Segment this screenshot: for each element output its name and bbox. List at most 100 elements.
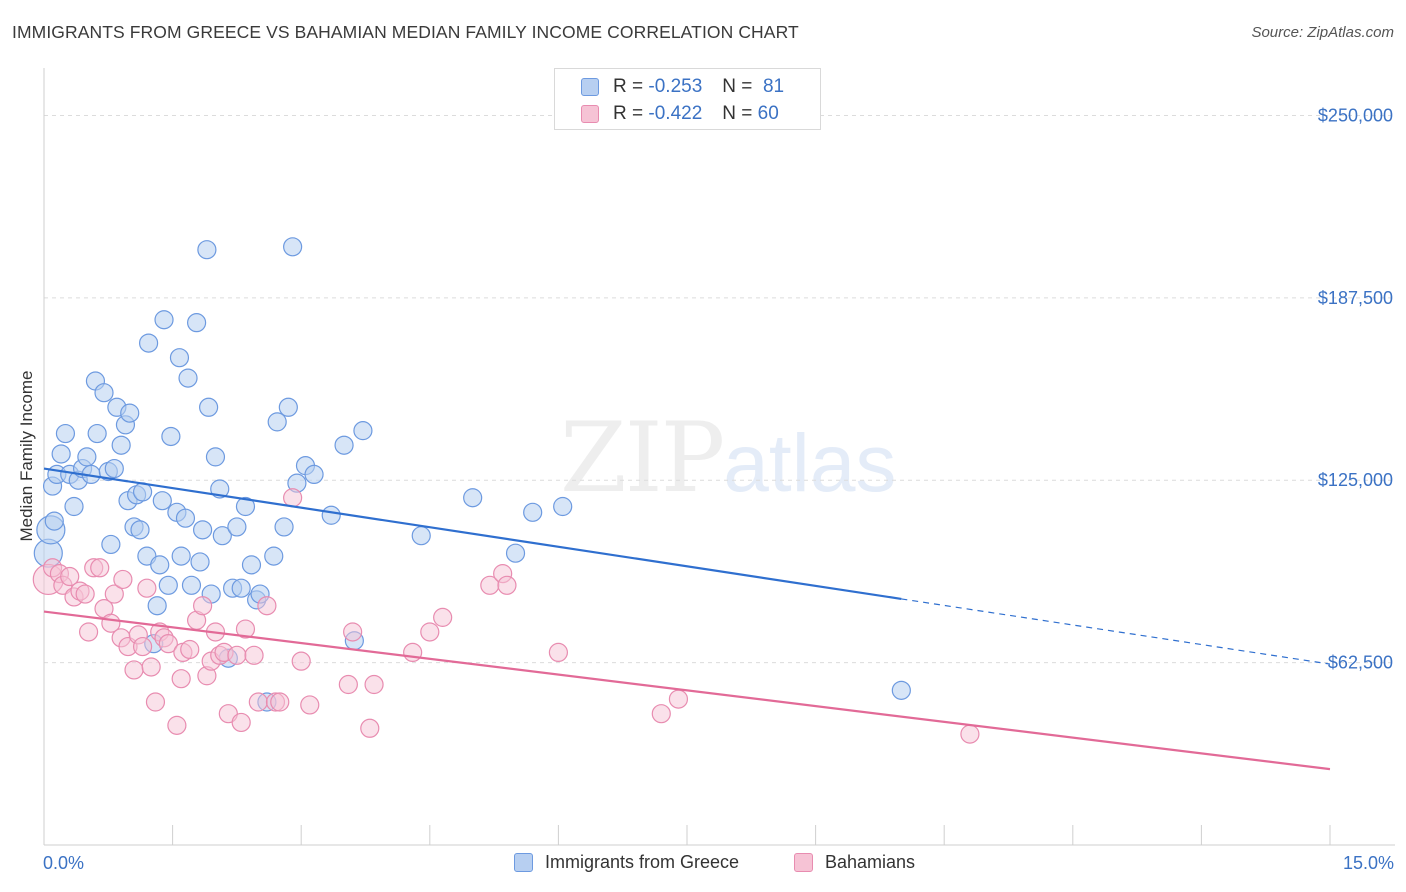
greece-point [197,240,217,260]
greece-point [241,555,262,575]
bahamians-point [137,578,157,598]
watermark-atlas: atlas [723,418,897,509]
bottom-legend-swatch-greece [514,853,533,872]
greece-point [104,458,124,479]
bahamians-point [78,622,99,642]
series-bahamians-points [32,488,980,744]
greece-point [120,403,140,423]
axes [43,68,1395,846]
y-tick-label-1: $125,000 [1318,470,1393,490]
greece-point [190,552,210,572]
bahamians-point [244,645,264,665]
bahamians-point [180,639,200,660]
greece-point [169,348,190,368]
legend-swatch-bahamians [581,105,599,123]
bahamians-point [338,674,358,695]
y-tick-labels: $62,500 $125,000 $187,500 $250,000 [1318,105,1393,672]
greece-point [334,435,354,455]
watermark: ZIPatlas [560,402,896,514]
bahamians-point [171,669,191,689]
legend-n-value: 60 [757,103,779,124]
greece-point [523,502,543,522]
greece-point [64,496,84,517]
bahamians-point [420,622,440,642]
greece-point [130,520,150,540]
greece-trend-line-projection [901,598,1331,665]
bahamians-point [291,651,311,671]
bahamians-point [300,695,320,715]
correlation-legend: R = -0.253 N = 81 R = -0.422 N = 60 [554,68,821,130]
legend-row-greece: R = -0.253 N = 81 [581,75,784,99]
greece-point [274,517,294,537]
watermark-zip: ZIP [560,402,725,514]
bahamians-point [235,619,256,639]
bahamians-point [132,636,153,657]
greece-point [150,555,170,575]
greece-trend-line [43,467,902,600]
bahamians-point [60,566,80,587]
greece-point [175,508,196,528]
bottom-legend-label-bahamians: Bahamians [825,852,916,872]
greece-point [138,333,159,353]
bahamians-point [231,712,251,733]
greece-point [505,543,526,563]
bahamians-point [960,724,980,744]
bahamians-point [364,674,384,695]
bahamians-point [124,660,144,680]
y-tick-label-0: $62,500 [1328,653,1393,673]
greece-point [212,526,232,546]
bahamians-point [104,584,124,604]
greece-point [147,596,167,616]
bahamians-point [433,607,453,627]
greece-point [77,447,97,467]
greece-point [44,511,64,531]
greece-point [111,435,131,455]
bahamians-point [248,692,268,712]
bahamians-point [548,642,569,663]
greece-point [283,237,303,257]
greece-point [158,575,178,595]
y-tick-label-3: $250,000 [1318,105,1393,125]
greece-point [321,505,341,525]
bottom-legend-label-greece: Immigrants from Greece [545,852,740,872]
y-tick-label-2: $187,500 [1318,288,1393,308]
chart-title: IMMIGRANTS FROM GREECE VS BAHAMIAN MEDIA… [12,22,799,42]
trend-lines [43,467,1331,771]
series-greece-points [33,237,911,712]
greece-point [161,426,181,447]
bahamians-point [497,575,517,595]
legend-row-bahamians: R = -0.422 N = 60 [581,102,779,126]
legend-n-label: N = [722,103,753,124]
greece-point [171,546,191,566]
bahamians-point [270,692,290,712]
legend-r-value: -0.253 [648,76,703,97]
bahamians-point [343,622,363,642]
greece-point [154,310,174,330]
bahamians-point [158,634,178,654]
bahamians-point [75,584,95,604]
legend-r-label: R = [613,103,644,124]
bahamians-point [90,558,110,578]
greece-point [553,496,573,517]
x-tick-label-max: 15.0% [1342,853,1394,873]
greece-point [181,575,202,595]
greece-point [193,520,213,540]
greece-point [205,447,226,467]
legend-n-value: 81 [762,76,785,97]
chart-source: Source: ZipAtlas.com [1251,24,1394,41]
bahamians-point [141,657,161,677]
greece-point [235,496,256,517]
bahamians-point [668,689,689,709]
greece-point [55,423,76,444]
greece-point [94,383,114,403]
greece-point [278,397,298,417]
bahamians-point [257,596,277,616]
greece-point [891,680,911,700]
greece-point [178,368,198,388]
greece-point [227,517,247,537]
bahamians-point [360,718,380,738]
bahamians-point [403,642,423,663]
greece-point [231,578,251,598]
greece-point [51,444,71,464]
